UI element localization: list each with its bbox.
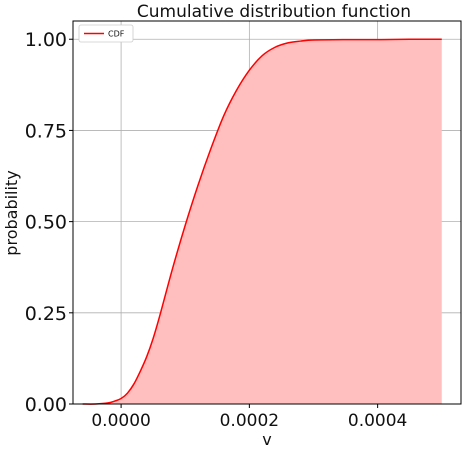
cdf-line [82, 38, 442, 405]
legend: CDF [78, 24, 134, 43]
y-tick-label: 1.00 [25, 29, 67, 51]
x-ticks: 0.0000 0.0002 0.0004 [91, 404, 407, 431]
x-tick-label: 0.0000 [91, 411, 150, 431]
legend-box [78, 24, 134, 43]
x-axis-label: v [262, 430, 271, 449]
cdf-area [82, 39, 442, 405]
chart-title: Cumulative distribution function [137, 2, 411, 22]
y-axis-label: probability [2, 170, 21, 255]
y-ticks: 0.00 0.25 0.50 0.75 1.00 [25, 29, 73, 416]
x-tick-label: 0.0004 [348, 411, 407, 431]
plot-frame [72, 20, 462, 405]
y-tick-label: 0.75 [25, 120, 67, 142]
y-tick-label: 0.00 [25, 394, 67, 416]
y-tick-label: 0.50 [25, 212, 67, 234]
y-tick-label: 0.25 [25, 303, 67, 325]
cdf-area-layer [82, 39, 442, 405]
legend-label: CDF [108, 30, 125, 39]
x-tick-label: 0.0002 [220, 411, 279, 431]
cdf-line-layer [82, 38, 442, 405]
